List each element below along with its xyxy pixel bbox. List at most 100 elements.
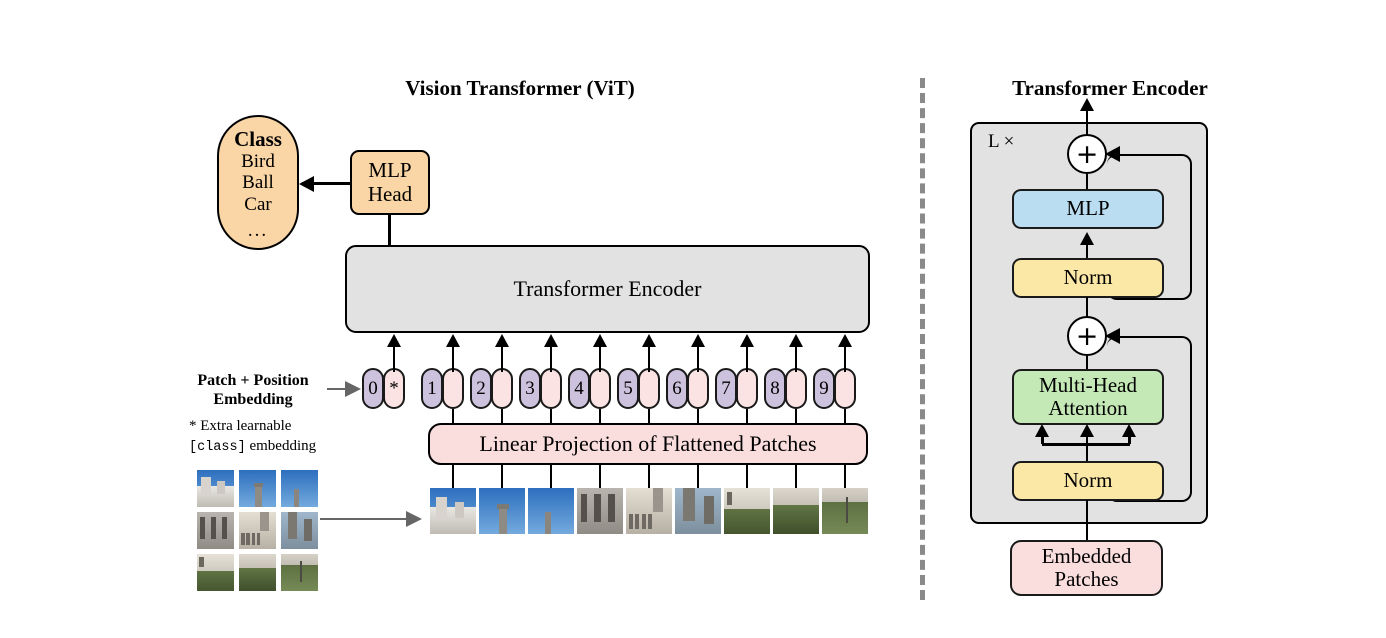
token-to-projection-line-2	[500, 409, 504, 424]
norm-top-down-line	[1085, 297, 1089, 321]
extra-learnable-note: * Extra learnable [class] embedding	[189, 417, 349, 456]
source-patch-r2-c1	[239, 554, 276, 591]
token-to-encoder-line-6	[696, 346, 700, 372]
token-8: 8	[764, 368, 807, 409]
token-to-encoder-arrowhead-1	[446, 334, 460, 347]
token-0: 0 *	[362, 368, 405, 409]
projection-to-patch-line-8	[794, 464, 798, 489]
embedded-patches-line2: Patches	[1054, 567, 1119, 591]
token-patch-embedding-4: 4	[568, 368, 590, 409]
flattened-patch-6	[675, 488, 721, 534]
embedding-label-line2: Embedding	[213, 391, 293, 409]
mlp-head-to-encoder-line	[388, 215, 391, 247]
token-to-encoder-line-0	[392, 346, 396, 372]
mlp-to-add-line	[1085, 174, 1089, 190]
flattened-patch-7	[724, 488, 770, 534]
flattened-patch-4	[577, 488, 623, 534]
token-to-projection-line-5	[647, 409, 651, 424]
token-to-encoder-arrowhead-5	[642, 334, 656, 347]
source-patch-r1-c0	[197, 512, 234, 549]
qkv-arrowhead-left	[1035, 424, 1049, 437]
qkv-right-line	[1128, 434, 1131, 444]
class-output-box: Class Bird Ball Car ...	[217, 115, 299, 250]
embedding-label-arrowhead	[345, 381, 361, 397]
residual-path-top	[1107, 154, 1192, 300]
token-position-embedding-1	[442, 368, 464, 409]
token-to-projection-line-6	[696, 409, 700, 424]
token-to-projection-line-9	[843, 409, 847, 424]
token-to-encoder-line-5	[647, 346, 651, 372]
token-position-embedding-8	[785, 368, 807, 409]
projection-to-patch-line-9	[843, 464, 847, 489]
flattened-patch-3	[528, 488, 574, 534]
flattened-patch-5	[626, 488, 672, 534]
encoder-attention-block: Multi-Head Attention	[1012, 369, 1164, 425]
token-to-encoder-arrowhead-0	[387, 334, 401, 347]
residual-path-bottom	[1107, 336, 1192, 502]
token-patch-embedding-7: 7	[715, 368, 737, 409]
token-7: 7	[715, 368, 758, 409]
encoder-mlp-block: MLP	[1012, 189, 1164, 229]
embedding-label-arrow-line	[327, 388, 347, 391]
flattened-patch-9	[822, 488, 868, 534]
mlp-head-to-class-arrowhead	[299, 176, 314, 192]
encoder-attention-line2: Attention	[1048, 396, 1128, 420]
note-line2: [class] embedding	[189, 437, 349, 457]
token-patch-embedding-1: 1	[421, 368, 443, 409]
left-diagram-title: Vision Transformer (ViT)	[405, 76, 635, 100]
embedded-patches-line1: Embedded	[1041, 543, 1132, 568]
patch-position-embedding-label: Patch + Position Embedding	[183, 371, 323, 409]
encoder-norm-bottom-block: Norm	[1012, 461, 1164, 501]
token-9: 9	[813, 368, 856, 409]
projection-to-patch-line-3	[549, 464, 553, 489]
projection-to-patch-line-7	[745, 464, 749, 489]
source-patch-r0-c0	[197, 470, 234, 507]
projection-to-patch-line-1	[451, 464, 455, 489]
token-patch-embedding-2: 2	[470, 368, 492, 409]
norm-bottom-to-attention-line	[1085, 434, 1089, 462]
embedded-patches-box: Embedded Patches	[1010, 540, 1163, 596]
token-patch-embedding-8: 8	[764, 368, 786, 409]
encoder-output-line	[1085, 104, 1089, 154]
class-item-car: Car	[244, 193, 272, 215]
flattened-patch-2	[479, 488, 525, 534]
linear-projection-box: Linear Projection of Flattened Patches	[428, 423, 868, 465]
token-1: 1	[421, 368, 464, 409]
token-to-encoder-line-2	[500, 346, 504, 372]
token-to-projection-line-4	[598, 409, 602, 424]
token-to-projection-line-7	[745, 409, 749, 424]
flattened-patch-8	[773, 488, 819, 534]
token-position-embedding-2	[491, 368, 513, 409]
class-ellipsis: ...	[247, 220, 269, 242]
plus-glyph-bottom: +	[1075, 320, 1099, 352]
token-to-projection-line-1	[451, 409, 455, 424]
mlp-head-line2: Head	[367, 181, 413, 206]
token-to-encoder-arrowhead-4	[593, 334, 607, 347]
token-patch-embedding-3: 3	[519, 368, 541, 409]
panel-divider	[920, 78, 925, 600]
token-to-encoder-arrowhead-2	[495, 334, 509, 347]
mlp-head-line1: MLP	[368, 157, 412, 182]
source-patch-r0-c1	[239, 470, 276, 507]
transformer-encoder-bar: Transformer Encoder	[345, 245, 870, 333]
token-to-encoder-arrowhead-3	[544, 334, 558, 347]
encoder-mlp-label: MLP	[1066, 196, 1110, 221]
note-tail: embedding	[245, 437, 317, 454]
source-to-patches-arrowhead	[406, 511, 422, 527]
residual-add-bottom: +	[1067, 316, 1107, 356]
token-position-embedding-5	[638, 368, 660, 409]
token-to-encoder-line-8	[794, 346, 798, 372]
transformer-encoder-bar-label: Transformer Encoder	[513, 275, 702, 301]
encoder-norm-bottom-label: Norm	[1063, 468, 1113, 493]
token-to-encoder-line-3	[549, 346, 553, 372]
token-position-embedding-9	[834, 368, 856, 409]
qkv-left-line	[1041, 434, 1044, 444]
token-to-projection-line-8	[794, 409, 798, 424]
token-patch-embedding-0: 0	[362, 368, 384, 409]
class-item-bird: Bird	[241, 151, 275, 173]
embedding-label-line1: Patch + Position	[197, 372, 309, 389]
token-2: 2	[470, 368, 513, 409]
token-to-encoder-arrowhead-6	[691, 334, 705, 347]
token-position-embedding-0: *	[383, 368, 405, 409]
linear-projection-label: Linear Projection of Flattened Patches	[479, 430, 817, 456]
